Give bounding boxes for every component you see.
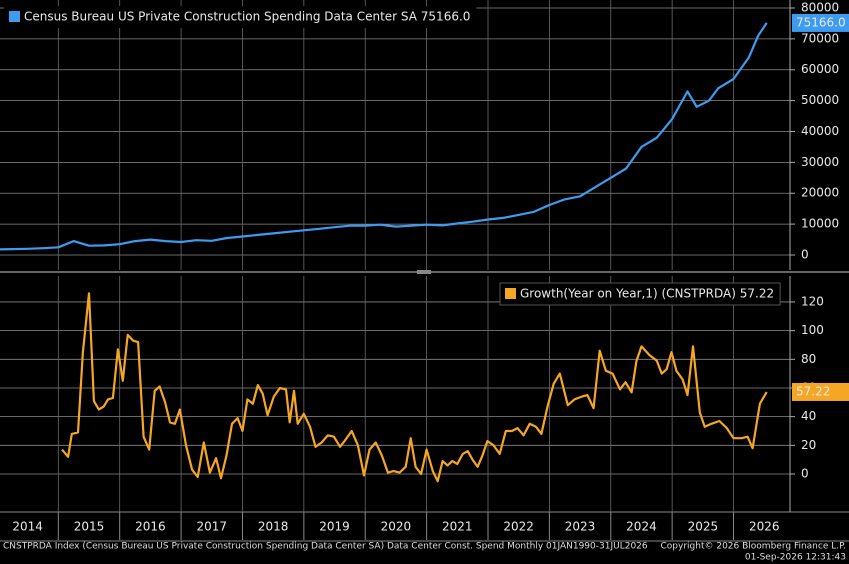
y-tick-label: 10000 — [801, 217, 839, 231]
footer-timestamp: 01-Sep-2026 12:31:43 — [745, 553, 846, 563]
x-tick-label: 2015 — [74, 520, 105, 534]
x-tick-label: 2016 — [135, 520, 166, 534]
y-tick-label: 70000 — [801, 31, 839, 45]
value-tag — [792, 382, 849, 401]
y-tick-label: 0 — [801, 467, 809, 481]
y-tick-label: 0 — [801, 247, 809, 261]
y-tick-label: 40 — [801, 409, 816, 423]
legend-box — [499, 282, 781, 306]
line — [0, 22, 768, 251]
x-tick-label: 2017 — [196, 520, 227, 534]
y-tick-label: 80 — [801, 352, 816, 366]
x-tick-label: 2026 — [749, 520, 780, 534]
y-tick-label: 40000 — [801, 124, 839, 138]
x-tick-label: 2020 — [381, 520, 412, 534]
legend-swatch — [505, 288, 516, 299]
x-tick-label: 2022 — [503, 520, 534, 534]
x-tick-label: 2024 — [626, 520, 657, 534]
y-tick-label: 20000 — [801, 186, 839, 200]
footer-copyright: Copyright© 2026 Bloomberg Finance L.P. — [661, 542, 846, 552]
y-tick-label: 20 — [801, 438, 816, 452]
legend-label: Growth(Year on Year,1) (CNSTPRDA) 57.22 — [520, 287, 774, 301]
y-tick-label: 60000 — [801, 62, 839, 76]
x-tick-label: 2021 — [442, 520, 473, 534]
legend-swatch — [9, 11, 20, 22]
footer-source: CNSTPRDA Index (Census Bureau US Private… — [3, 542, 648, 552]
y-tick-label: 30000 — [801, 155, 839, 169]
y-tick-label: 50000 — [801, 93, 839, 107]
x-tick-label: 2014 — [12, 520, 43, 534]
legend-box — [4, 6, 477, 28]
y-tick-label: 100 — [801, 323, 824, 337]
divider-handle — [417, 270, 431, 274]
x-tick-label: 2019 — [319, 520, 350, 534]
y-tick-label: 120 — [801, 294, 824, 308]
value-tag-label: 57.22 — [796, 384, 830, 398]
x-tick-label: 2023 — [565, 520, 596, 534]
legend-label: Census Bureau US Private Construction Sp… — [24, 10, 470, 24]
x-tick-label: 2018 — [258, 520, 289, 534]
value-tag — [792, 13, 849, 32]
y-tick-label: 80000 — [801, 0, 839, 14]
value-tag-label: 75166.0 — [796, 15, 846, 29]
line — [61, 292, 768, 483]
x-tick-label: 2025 — [688, 520, 719, 534]
